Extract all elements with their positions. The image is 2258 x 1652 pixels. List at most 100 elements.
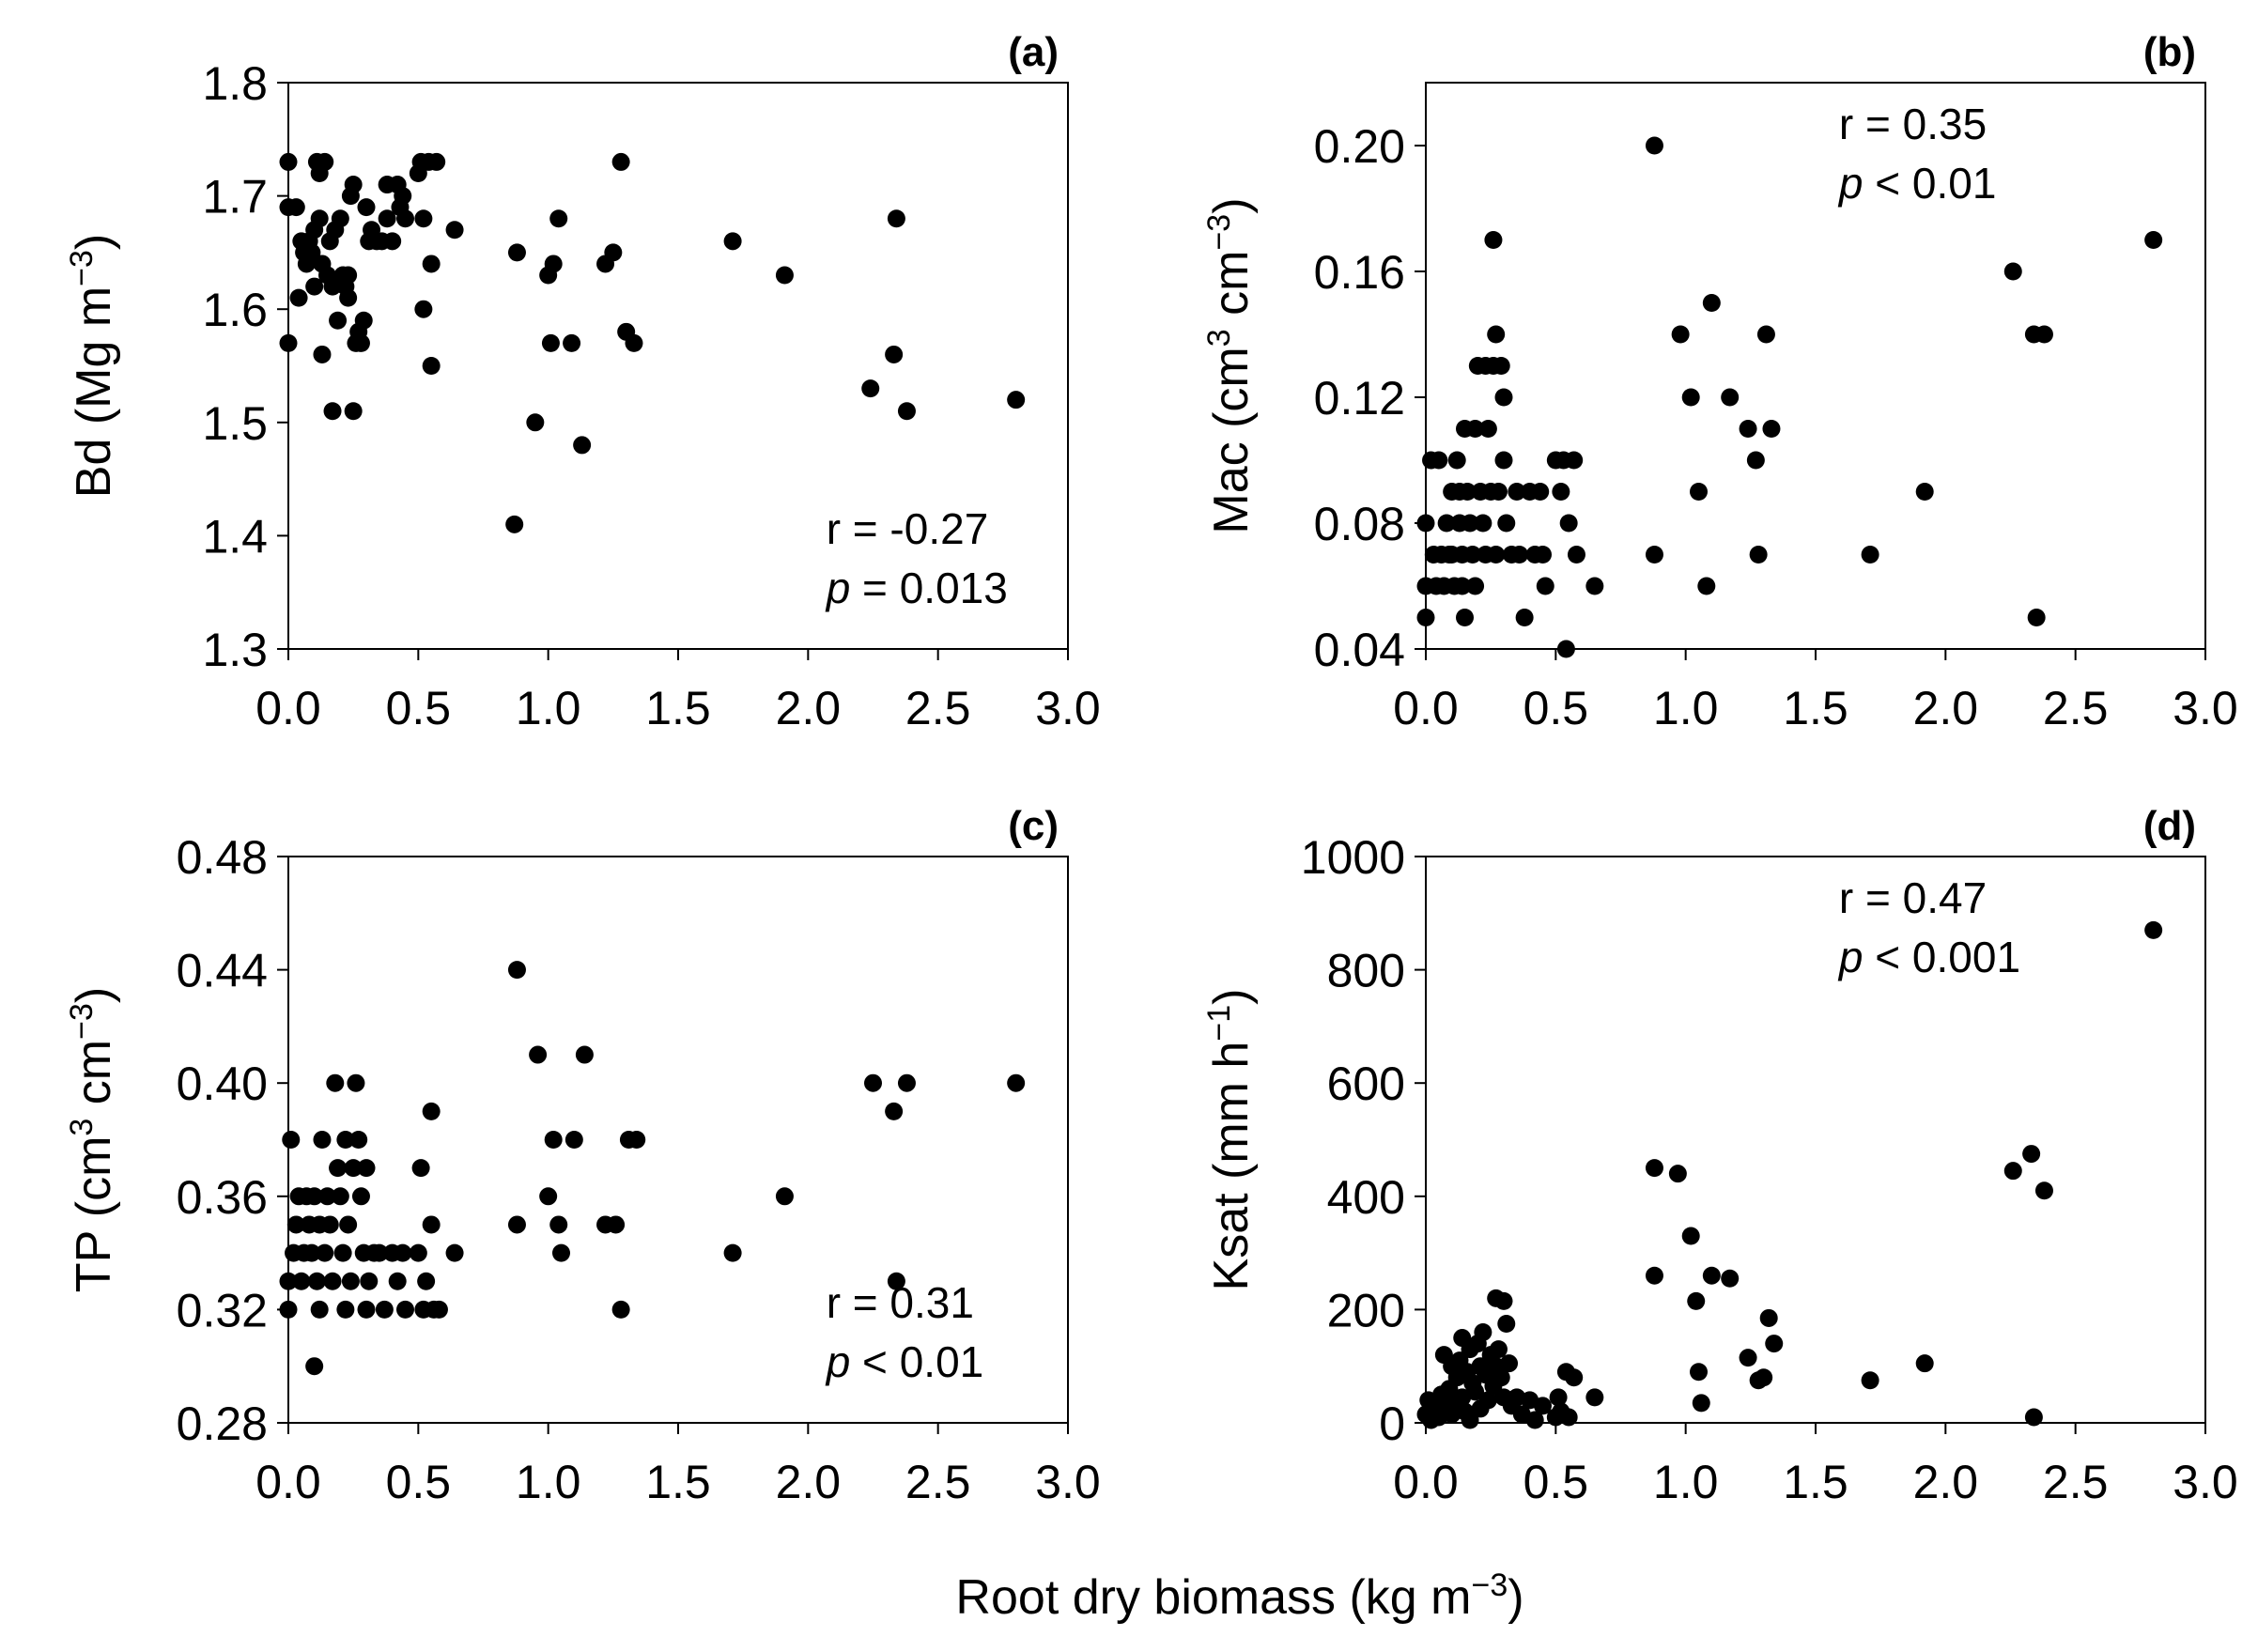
data-point (897, 402, 916, 421)
data-point (529, 1045, 548, 1064)
data-point (422, 357, 441, 375)
data-point (885, 1102, 904, 1120)
y-axis-label: Bd (Mg m−3) (64, 234, 121, 498)
y-axis-label: Ksat (mm h−1) (1201, 989, 1259, 1291)
data-point (539, 1187, 558, 1206)
y-tick-label: 1.4 (202, 510, 268, 563)
data-point (429, 1300, 448, 1319)
data-point (409, 1243, 427, 1262)
data-point (1861, 1371, 1879, 1390)
data-point (354, 311, 373, 330)
y-tick-label: 1.7 (202, 171, 268, 224)
y-tick-label: 0.48 (177, 831, 268, 884)
data-point (1466, 577, 1485, 595)
data-point (1456, 609, 1474, 626)
data-point (1687, 1291, 1706, 1310)
data-point (351, 1187, 370, 1206)
x-tick-label: 0.0 (255, 1456, 321, 1508)
data-point (341, 1272, 360, 1290)
data-point (375, 1300, 394, 1319)
y-tick-label: 0.40 (177, 1058, 268, 1110)
data-point (326, 1073, 345, 1092)
correlation-r: r = 0.35 (1839, 100, 1987, 148)
x-tick-label: 0.5 (1523, 682, 1589, 734)
data-point (422, 1102, 441, 1120)
correlation-p: p < 0.01 (1837, 159, 1997, 208)
data-point (329, 311, 348, 330)
data-point (544, 1131, 563, 1149)
data-point (1494, 388, 1513, 407)
data-point (305, 1357, 324, 1376)
data-point (1489, 483, 1508, 501)
data-point (1430, 451, 1448, 470)
data-point (351, 333, 370, 352)
correlation-p: p = 0.013 (825, 564, 1008, 612)
data-point (289, 288, 308, 307)
data-point (775, 1187, 794, 1206)
y-tick-label: 0.28 (177, 1397, 268, 1450)
x-tick-label: 2.5 (905, 682, 971, 734)
data-point (1585, 577, 1604, 595)
data-point (507, 961, 526, 980)
data-point (1492, 357, 1510, 375)
data-point (357, 1159, 376, 1178)
data-point (329, 1159, 348, 1178)
data-point (541, 333, 560, 352)
data-point (505, 515, 524, 533)
data-point (1690, 1363, 1708, 1382)
correlation-r: r = 0.31 (827, 1278, 974, 1327)
data-point (1461, 514, 1479, 533)
x-tick-label: 1.0 (516, 1456, 581, 1508)
data-point (1474, 1323, 1492, 1342)
x-tick-label: 2.5 (2043, 682, 2109, 734)
data-point (282, 1131, 301, 1149)
data-point (1492, 1368, 1510, 1387)
x-tick-label: 1.5 (1783, 682, 1848, 734)
data-point (310, 209, 329, 228)
data-point (526, 413, 545, 432)
correlation-r: r = -0.27 (827, 504, 989, 553)
x-tick-label: 0.5 (386, 1456, 452, 1508)
y-tick-label: 0.12 (1314, 372, 1405, 425)
data-point (1466, 420, 1485, 438)
data-point (414, 209, 433, 228)
data-point (336, 1131, 355, 1149)
data-point (1645, 546, 1663, 564)
y-axis-label: Mac (cm3 cm−3) (1201, 197, 1259, 533)
data-point (2144, 920, 2163, 939)
data-point (1556, 640, 1575, 658)
y-tick-label: 800 (1327, 945, 1405, 997)
data-point (344, 402, 363, 421)
data-point (1447, 451, 1466, 470)
x-tick-label: 3.0 (2173, 1456, 2238, 1508)
y-tick-label: 0.16 (1314, 246, 1405, 299)
data-point (2003, 1162, 2022, 1181)
x-tick-label: 1.0 (516, 682, 581, 734)
x-tick-label: 0.5 (386, 682, 452, 734)
data-point (1585, 1388, 1604, 1407)
data-point (316, 1243, 334, 1262)
data-point (279, 1272, 298, 1290)
data-point (1474, 514, 1492, 533)
data-point (1461, 1411, 1479, 1429)
data-point (313, 1131, 332, 1149)
x-tick-label: 1.5 (1783, 1456, 1848, 1508)
chart-panel-b: 0.0 0.5 1.0 1.5 2.0 2.5 3.0 0.04 0.08 0.12 0.16 0.2… (1201, 29, 2238, 734)
x-tick-label: 3.0 (1035, 1456, 1101, 1508)
data-point (1463, 546, 1482, 564)
data-point (302, 1243, 321, 1262)
data-point (1681, 1227, 1700, 1245)
data-point (1681, 388, 1700, 407)
y-tick-label: 1.3 (202, 624, 268, 676)
data-point (445, 221, 464, 239)
data-point (1536, 577, 1554, 595)
x-tick-label: 2.0 (776, 1456, 842, 1508)
data-point (2022, 1145, 2041, 1164)
data-point (336, 1300, 355, 1319)
data-point (286, 198, 305, 217)
y-axis-label: TP (cm3 cm−3) (64, 987, 121, 1292)
data-point (1749, 546, 1768, 564)
data-point (1559, 1408, 1578, 1427)
plot-frame (1425, 82, 2206, 650)
